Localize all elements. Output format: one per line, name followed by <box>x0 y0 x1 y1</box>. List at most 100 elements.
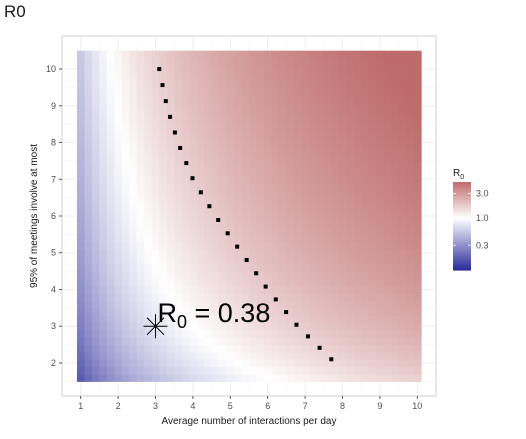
heatmap-tile <box>114 315 123 324</box>
heatmap-tile <box>91 204 100 213</box>
heatmap-tile <box>256 131 265 140</box>
heatmap-tile <box>278 204 287 213</box>
heatmap-tile <box>159 278 168 287</box>
heatmap-tile <box>241 50 250 59</box>
heatmap-tile <box>361 263 370 272</box>
heatmap-tile <box>91 212 100 221</box>
heatmap-tile <box>174 300 183 309</box>
heatmap-tile <box>316 329 325 338</box>
heatmap-tile <box>323 212 332 221</box>
heatmap-tile <box>76 138 86 147</box>
heatmap-tile <box>136 204 145 213</box>
heatmap-tile <box>391 138 400 147</box>
legend-color-step <box>453 242 471 245</box>
heatmap-tile <box>166 212 175 221</box>
legend-color-step <box>453 202 471 205</box>
heatmap-tile <box>331 182 340 191</box>
heatmap-tile <box>99 72 108 81</box>
heatmap-tile <box>129 300 138 309</box>
heatmap-tile <box>226 182 235 191</box>
heatmap-tile <box>398 204 407 213</box>
heatmap-tile <box>361 219 370 228</box>
heatmap-tile <box>99 197 108 206</box>
heatmap-tile <box>211 109 220 118</box>
heatmap-tile <box>181 124 190 133</box>
heatmap-tile <box>144 227 153 235</box>
heatmap-tile <box>151 271 160 280</box>
heatmap-tile <box>278 271 287 280</box>
heatmap-tile <box>91 131 100 140</box>
heatmap-tile <box>166 65 175 74</box>
heatmap-tile <box>278 65 287 74</box>
heatmap-tile <box>263 351 273 360</box>
x-tick-label: 3 <box>153 401 158 411</box>
heatmap-tile <box>323 50 332 59</box>
heatmap-tile <box>406 65 415 74</box>
heatmap-tile <box>106 72 115 81</box>
y-tick-label: 9 <box>51 101 56 111</box>
heatmap-tile <box>234 219 243 228</box>
heatmap-tile <box>121 182 130 191</box>
heatmap-tile <box>234 190 243 199</box>
heatmap-tile <box>151 227 160 235</box>
heatmap-tile <box>249 109 258 118</box>
heatmap-tile <box>353 204 362 213</box>
heatmap-tile <box>241 241 250 250</box>
heatmap-tile <box>263 80 273 89</box>
heatmap-tile <box>174 94 183 103</box>
heatmap-tile <box>151 241 160 250</box>
heatmap-tile <box>249 168 258 177</box>
heatmap-tile <box>323 329 332 338</box>
heatmap-tile <box>181 65 190 74</box>
heatmap-tile <box>271 109 280 118</box>
heatmap-tile <box>84 300 93 309</box>
heatmap-tile <box>121 359 130 368</box>
heatmap-tile <box>76 373 86 382</box>
heatmap-tile <box>189 271 198 280</box>
heatmap-tile <box>361 116 370 125</box>
heatmap-tile <box>398 278 407 287</box>
legend-tick-label: 3.0 <box>476 188 489 198</box>
heatmap-tile <box>391 300 400 309</box>
heatmap-tile <box>99 227 108 235</box>
heatmap-tile <box>181 293 190 302</box>
curve-dot <box>294 322 299 327</box>
heatmap-tile <box>316 249 325 258</box>
heatmap-tile <box>376 285 385 294</box>
heatmap-tile <box>211 102 220 111</box>
heatmap-tile <box>189 50 198 59</box>
heatmap-tile <box>263 337 273 346</box>
heatmap-tile <box>398 271 407 280</box>
heatmap-tile <box>204 241 213 250</box>
legend-color-step <box>453 268 471 271</box>
heatmap-tile <box>181 153 190 162</box>
heatmap-tile <box>249 131 258 140</box>
heatmap-tile <box>121 168 130 177</box>
heatmap-tile <box>114 175 123 184</box>
heatmap-tile <box>196 315 205 324</box>
heatmap-tile <box>301 285 310 294</box>
heatmap-tile <box>398 227 407 235</box>
heatmap-tile <box>316 204 325 213</box>
heatmap-tile <box>413 249 422 258</box>
heatmap-tile <box>219 300 228 309</box>
heatmap-tile <box>301 168 310 177</box>
heatmap-tile <box>189 373 198 382</box>
legend-color-step <box>453 186 471 189</box>
heatmap-tile <box>301 300 310 309</box>
heatmap-tile <box>361 256 370 265</box>
heatmap-tile <box>338 256 347 265</box>
heatmap-tile <box>226 204 235 213</box>
heatmap-tile <box>84 80 93 89</box>
heatmap-tile <box>293 153 302 162</box>
heatmap-tile <box>263 373 273 382</box>
heatmap-tile <box>383 359 392 368</box>
heatmap-tile <box>338 337 347 346</box>
heatmap-tile <box>383 256 392 265</box>
heatmap-tile <box>286 263 295 272</box>
heatmap-tile <box>76 300 86 309</box>
heatmap-tile <box>84 124 93 133</box>
heatmap-tile <box>263 182 273 191</box>
heatmap-tile <box>106 94 115 103</box>
